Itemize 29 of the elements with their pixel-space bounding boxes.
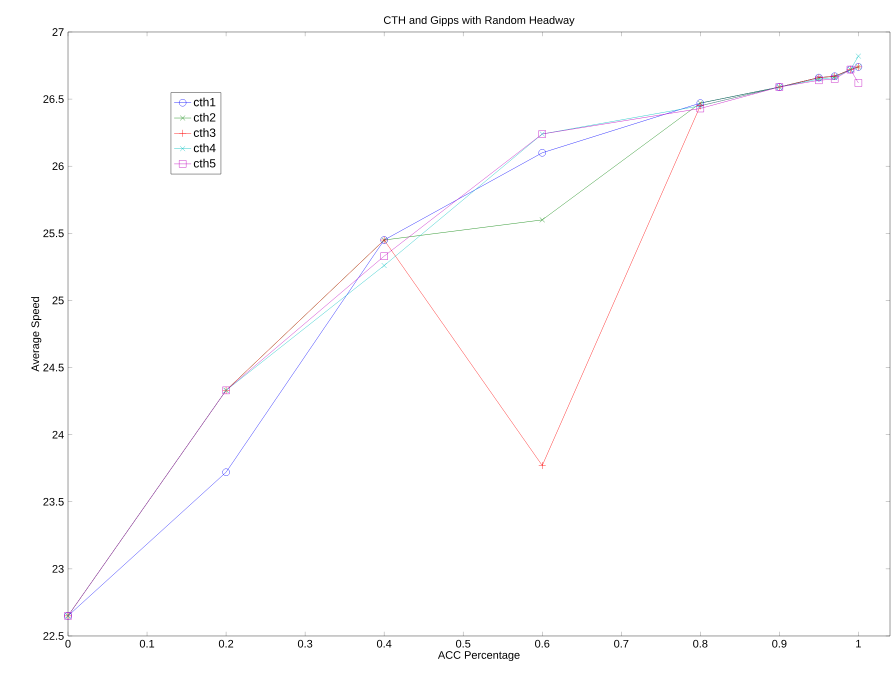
x-tick-label: 0.4	[376, 640, 392, 648]
x-tick-label: 1	[856, 640, 861, 648]
x-tick-label: 0	[65, 640, 71, 648]
y-tick-label: 24	[52, 430, 64, 438]
legend-label: cth2	[194, 112, 216, 122]
x-tick-label: 0.1	[140, 640, 154, 648]
legend-label: cth5	[194, 158, 216, 168]
x-tick-label: 0.9	[772, 640, 786, 648]
y-tick-label: 25.5	[43, 229, 64, 238]
legend-label: cth3	[194, 128, 216, 137]
legend-label: cth4	[194, 143, 216, 152]
y-tick-label: 24.5	[43, 364, 64, 372]
x-tick-label: 0.6	[535, 640, 550, 648]
x-tick-label: 0.7	[614, 640, 628, 648]
y-tick-label: 27	[52, 28, 64, 36]
y-tick-label: 26	[52, 162, 64, 170]
x-tick-label: 0.3	[298, 640, 312, 648]
x-axis-title: ACC Percentage	[438, 651, 520, 662]
y-tick-label: 23.5	[43, 498, 64, 506]
y-tick-label: 26.5	[43, 95, 64, 103]
y-axis-title: Average Speed	[31, 297, 42, 372]
x-tick-label: 0.8	[693, 640, 708, 648]
x-tick-label: 0.2	[218, 640, 234, 648]
y-tick-label: 23	[52, 565, 64, 573]
legend-label: cth1	[194, 98, 216, 106]
y-tick-label: 25	[52, 296, 64, 304]
y-tick-label: 22.5	[43, 632, 64, 640]
x-tick-label: 0.5	[456, 640, 470, 648]
chart-title: CTH and Gipps with Random Headway	[384, 16, 575, 26]
